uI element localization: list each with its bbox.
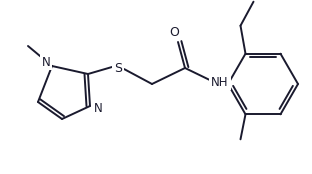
Text: O: O	[169, 26, 179, 38]
Text: S: S	[114, 61, 122, 74]
Text: N: N	[94, 101, 102, 114]
Text: N: N	[41, 56, 50, 69]
Text: NH: NH	[211, 76, 229, 89]
